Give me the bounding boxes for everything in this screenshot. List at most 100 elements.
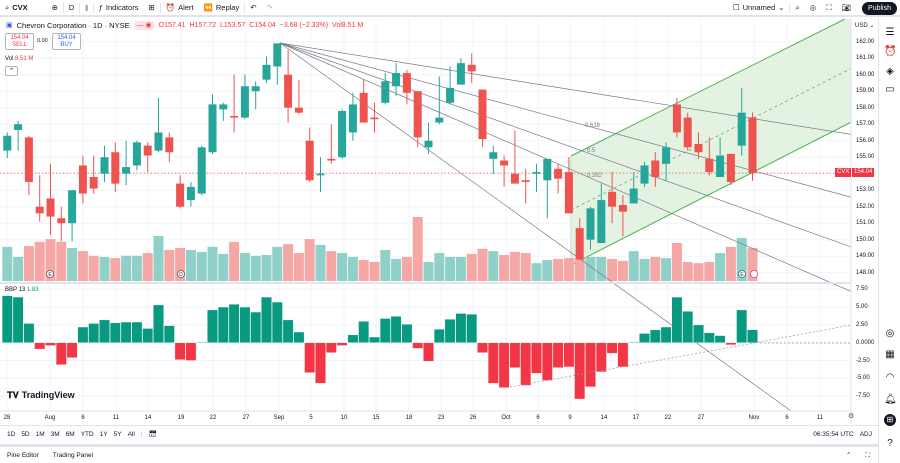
collapse-legend-button[interactable]: ⌃ xyxy=(5,66,18,76)
indicators-icon: ƒ xyxy=(98,2,103,12)
bbp-bar xyxy=(109,322,121,343)
candle-body xyxy=(629,188,638,204)
sell-price: 154.04 xyxy=(10,35,29,41)
buy-label: BUY xyxy=(60,42,73,48)
grid-icon: ⊞ xyxy=(148,2,155,12)
candle-body xyxy=(176,183,185,207)
bbp-bar xyxy=(574,342,586,400)
fullscreen-button[interactable]: ⛶ xyxy=(821,0,836,15)
bbp-bar xyxy=(315,342,326,384)
spread: 0.00 xyxy=(37,38,48,44)
date-range-calendar-icon[interactable]: 📅︎ xyxy=(148,430,157,438)
replay-button[interactable]: ⏪ Replay xyxy=(203,2,240,12)
range-button-1y[interactable]: 1Y xyxy=(99,430,108,438)
redo-button[interactable]: ↷ xyxy=(262,0,278,15)
candle-body xyxy=(35,206,44,214)
bbp-bar xyxy=(563,342,575,368)
market-status-icon[interactable]: — ◉ xyxy=(133,21,155,30)
templates-button[interactable]: ⊞ xyxy=(143,0,159,15)
clock[interactable]: 06:35:54 UTC xyxy=(813,430,854,438)
volume-bar xyxy=(693,263,704,281)
volume-bar xyxy=(121,255,132,281)
maximize-icon[interactable]: ⛶ xyxy=(865,451,870,459)
chart-type-button[interactable]: ⫾ xyxy=(80,0,92,15)
range-button-1m[interactable]: 1M xyxy=(35,430,45,438)
tab-pine-editor[interactable]: Pine Editor xyxy=(7,451,39,459)
price-tick-label: 160.00 xyxy=(856,71,875,78)
sell-button[interactable]: 154.04 SELL xyxy=(5,33,34,50)
legend-open: O157.41 xyxy=(158,22,186,29)
chevron-up-icon[interactable]: ⌃ xyxy=(845,451,852,459)
layout-button[interactable]: ☐ Unnamed ⌄ xyxy=(732,2,785,12)
range-button-ytd[interactable]: YTD xyxy=(80,430,94,438)
bbp-bar xyxy=(433,328,445,343)
bbp-bar xyxy=(736,309,748,343)
volume-bar xyxy=(88,255,99,281)
indicator-legend[interactable]: BBP 13 1.83 xyxy=(5,286,39,294)
target-icon[interactable]: ◎ xyxy=(885,328,895,339)
layers-icon[interactable]: ◈ xyxy=(886,66,894,77)
publish-button[interactable]: Publish xyxy=(862,2,897,15)
range-button-3m[interactable]: 3M xyxy=(50,430,60,438)
bell-icon[interactable]: 🔔︎ xyxy=(884,394,897,405)
axis-settings-icon[interactable]: ⚙ xyxy=(848,413,855,420)
search-icon: ⌕ xyxy=(5,2,10,12)
help-icon[interactable]: ? xyxy=(887,438,893,449)
event-marker xyxy=(46,270,54,278)
time-tick-label: 14 xyxy=(144,415,152,421)
range-button-5y[interactable]: 5Y xyxy=(113,430,122,438)
candle-body xyxy=(726,153,735,182)
chat-icon[interactable]: ▭ xyxy=(885,84,895,95)
undo-button[interactable]: ↶ xyxy=(245,0,261,15)
price-tick-label: 149.00 xyxy=(856,253,875,260)
apps-grid-icon[interactable]: ⊞ xyxy=(884,414,896,426)
bbp-bar xyxy=(693,324,704,343)
volume-bar xyxy=(315,244,326,281)
symbol-search[interactable]: ⌕ CVX xyxy=(5,2,28,12)
alarm-clock-icon[interactable]: ⏰ xyxy=(884,46,897,57)
interval-button[interactable]: D xyxy=(68,2,75,12)
time-tick-label: 27 xyxy=(242,415,250,421)
candle-body xyxy=(662,147,671,164)
alert-button[interactable]: ⏰ Alert xyxy=(165,2,194,12)
legend-title[interactable]: Chevron Corporation · 1D · NYSE xyxy=(16,21,130,30)
candle-body xyxy=(683,117,692,148)
bbp-bar xyxy=(142,328,154,343)
volume-bar xyxy=(175,248,186,281)
volume-bar xyxy=(250,255,261,281)
range-button-all[interactable]: All xyxy=(127,430,135,438)
snapshot-button[interactable]: 📷︎ xyxy=(836,0,856,15)
candle-body xyxy=(3,135,12,151)
candle-body xyxy=(251,86,260,92)
volume-bar xyxy=(607,258,618,281)
range-button-5d[interactable]: 5D xyxy=(21,430,30,438)
time-tick-label: 22 xyxy=(209,415,217,421)
indicators-button[interactable]: ƒ Indicators xyxy=(98,2,139,12)
bbp-bar xyxy=(282,319,294,343)
fib-fan-line xyxy=(279,42,851,292)
volume-bar xyxy=(455,256,466,281)
range-button-6m[interactable]: 6M xyxy=(65,430,75,438)
range-button-1d[interactable]: 1D xyxy=(7,430,16,438)
settings-button[interactable]: ◎ xyxy=(805,0,822,15)
watchlist-icon[interactable]: ☰ xyxy=(885,27,895,38)
bbp-bar xyxy=(239,306,251,343)
volume-bar xyxy=(261,255,272,281)
compare-button[interactable]: ⊕ xyxy=(47,0,63,15)
calendar-icon[interactable]: ▦ xyxy=(885,349,895,360)
event-marker-label: D xyxy=(179,272,183,278)
quick-search-button[interactable]: ⌕ xyxy=(790,0,804,15)
replay-icon: ⏪ xyxy=(203,2,213,12)
currency-selector[interactable]: USD ⌄ xyxy=(855,23,875,29)
indicator-tick-label: 5.00 xyxy=(856,304,868,311)
buy-button[interactable]: 154.04 BUY xyxy=(52,33,81,50)
tradingview-logo[interactable]: 𝐓𝐕 TradingView xyxy=(7,390,75,400)
tab-trading-panel[interactable]: Trading Panel xyxy=(52,451,94,459)
adj-button[interactable]: ADJ xyxy=(859,430,872,438)
signal-icon[interactable]: ◠ xyxy=(885,372,895,383)
volume-bar xyxy=(488,251,499,281)
plot-area: 0.618 0.5 0.382 E D E xyxy=(0,19,851,411)
bbp-bar xyxy=(520,342,532,386)
candle-body xyxy=(46,198,55,217)
